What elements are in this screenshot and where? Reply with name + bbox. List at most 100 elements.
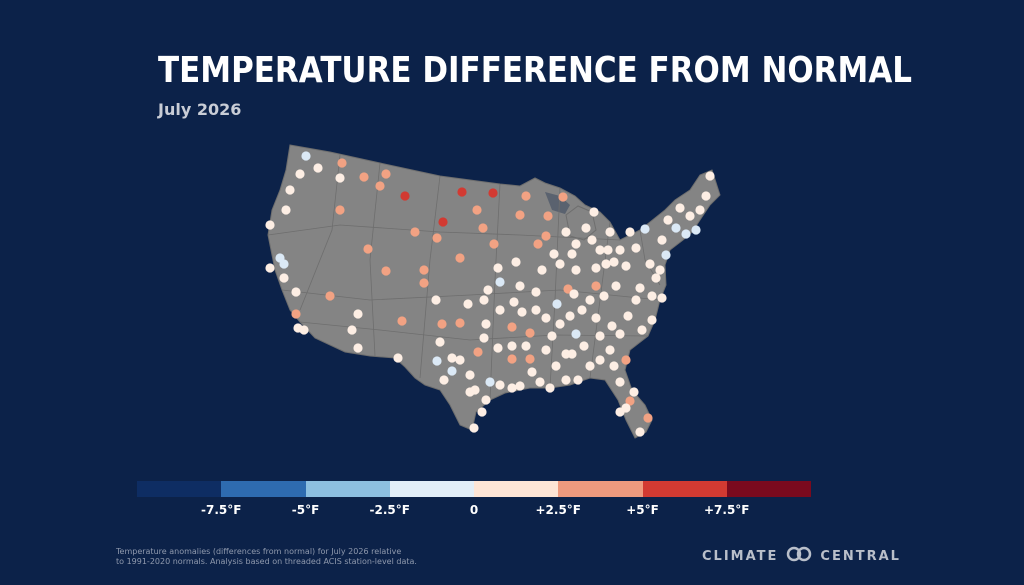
brand-name-right: CENTRAL	[820, 548, 901, 564]
legend-bin	[726, 481, 811, 497]
station-marker	[335, 205, 345, 215]
station-marker	[472, 205, 482, 215]
station-marker	[691, 225, 701, 235]
legend-tick-label: +2.5°F	[535, 503, 582, 517]
station-marker	[511, 257, 521, 267]
legend-bin	[642, 481, 727, 497]
station-marker	[603, 245, 613, 255]
station-marker	[285, 185, 295, 195]
station-marker	[353, 343, 363, 353]
station-marker	[558, 192, 568, 202]
station-marker	[483, 285, 493, 295]
brand-name-left: CLIMATE	[702, 548, 779, 564]
footnote: Temperature anomalies (differences from …	[116, 547, 476, 567]
station-marker	[647, 291, 657, 301]
station-marker	[637, 325, 647, 335]
station-marker	[599, 291, 609, 301]
station-marker	[525, 354, 535, 364]
station-marker	[515, 281, 525, 291]
station-marker	[567, 249, 577, 259]
chart-subtitle: July 2026	[158, 100, 242, 119]
station-marker	[455, 355, 465, 365]
legend-tick-label: -2.5°F	[369, 503, 410, 517]
station-markers	[265, 151, 715, 437]
station-marker	[521, 191, 531, 201]
station-marker	[463, 299, 473, 309]
station-marker	[363, 244, 373, 254]
station-marker	[400, 191, 410, 201]
station-marker	[585, 361, 595, 371]
station-marker	[585, 295, 595, 305]
station-marker	[469, 423, 479, 433]
station-marker	[381, 169, 391, 179]
station-marker	[537, 265, 547, 275]
station-marker	[615, 407, 625, 417]
station-marker	[465, 370, 475, 380]
station-marker	[359, 172, 369, 182]
station-marker	[313, 163, 323, 173]
station-marker	[265, 220, 275, 230]
station-marker	[623, 311, 633, 321]
station-marker	[551, 361, 561, 371]
station-marker	[489, 239, 499, 249]
station-marker	[447, 353, 457, 363]
station-marker	[495, 380, 505, 390]
station-marker	[265, 263, 275, 273]
station-marker	[609, 257, 619, 267]
station-marker	[601, 259, 611, 269]
station-marker	[571, 265, 581, 275]
station-marker	[685, 211, 695, 221]
station-marker	[438, 217, 448, 227]
station-marker	[515, 381, 525, 391]
station-marker	[531, 305, 541, 315]
station-marker	[643, 413, 653, 423]
station-marker	[533, 239, 543, 249]
legend-bin	[137, 481, 222, 497]
station-marker	[397, 316, 407, 326]
station-marker	[635, 283, 645, 293]
station-marker	[393, 353, 403, 363]
station-marker	[485, 377, 495, 387]
station-marker	[295, 169, 305, 179]
color-legend	[137, 481, 811, 497]
station-marker	[681, 229, 691, 239]
station-marker	[531, 287, 541, 297]
station-marker	[605, 227, 615, 237]
station-marker	[571, 239, 581, 249]
legend-bin	[389, 481, 474, 497]
station-marker	[432, 356, 442, 366]
station-marker	[615, 329, 625, 339]
station-marker	[410, 227, 420, 237]
station-marker	[573, 375, 583, 385]
station-marker	[625, 227, 635, 237]
station-marker	[552, 299, 562, 309]
station-marker	[488, 188, 498, 198]
station-marker	[481, 395, 491, 405]
station-marker	[671, 223, 681, 233]
station-marker	[591, 313, 601, 323]
station-marker	[507, 322, 517, 332]
footnote-line-2: to 1991-2020 normals. Analysis based on …	[116, 557, 417, 566]
linked-rings-icon	[784, 546, 814, 566]
station-marker	[439, 375, 449, 385]
station-marker	[432, 233, 442, 243]
station-marker	[375, 181, 385, 191]
station-marker	[609, 361, 619, 371]
station-marker	[615, 377, 625, 387]
station-marker	[299, 325, 309, 335]
station-marker	[457, 187, 467, 197]
station-marker	[493, 343, 503, 353]
station-marker	[621, 355, 631, 365]
station-marker	[587, 235, 597, 245]
station-marker	[291, 287, 301, 297]
station-marker	[577, 305, 587, 315]
station-marker	[655, 265, 665, 275]
station-marker	[473, 347, 483, 357]
station-marker	[507, 383, 517, 393]
great-lakes-region	[545, 192, 570, 214]
station-marker	[581, 223, 591, 233]
legend-bin	[305, 481, 390, 497]
station-marker	[549, 249, 559, 259]
station-marker	[631, 295, 641, 305]
station-marker	[640, 224, 650, 234]
